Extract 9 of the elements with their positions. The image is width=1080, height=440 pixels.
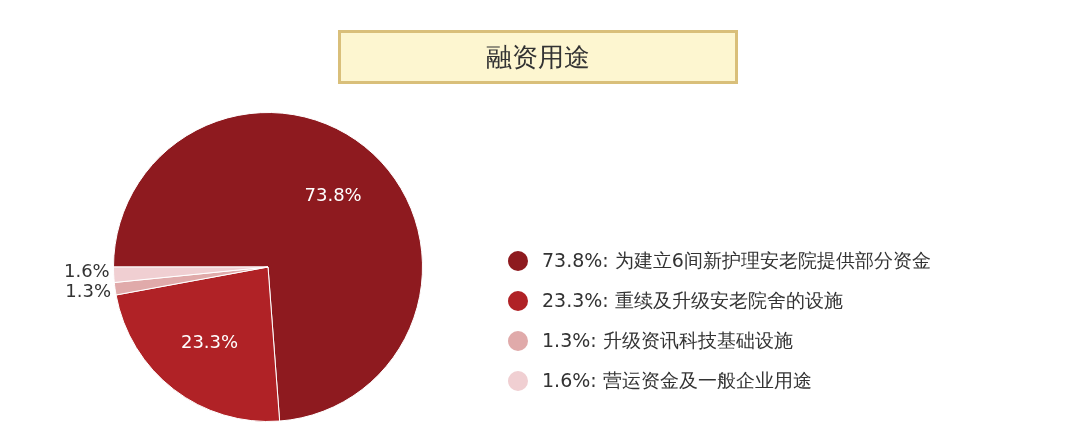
data-label: 23.3% [180, 330, 239, 352]
data-label: 1.6% [63, 259, 110, 281]
data-label: 1.3% [65, 279, 112, 301]
legend-label: 1.6%: 营运资金及一般企业用途 [542, 368, 812, 393]
legend-label: 1.3%: 升级资讯科技基础设施 [542, 328, 793, 353]
legend-label: 23.3%: 重续及升级安老院舍的设施 [542, 288, 843, 313]
data-label: 73.8% [304, 184, 362, 206]
legend-label: 73.8%: 为建立6间新护理安老院提供部分资金 [542, 248, 931, 273]
chart-title: 融资用途 [338, 30, 738, 84]
